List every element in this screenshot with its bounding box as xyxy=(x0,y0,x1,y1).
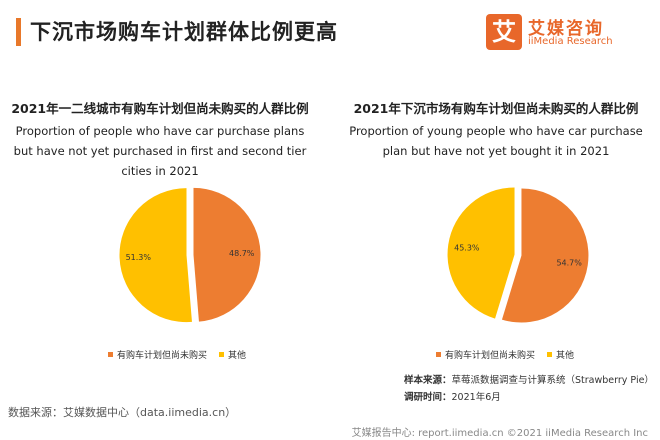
left-pie-slice-label-0: 48.7% xyxy=(229,249,255,258)
right-pie-chart: 54.7% 45.3% 有购车计划但尚未购买 其他 xyxy=(436,187,589,361)
right-pie-legend-label-0: 有购车计划但尚未购买 xyxy=(445,349,535,361)
right-chart-title-en: Proportion of young people who have car … xyxy=(349,124,643,158)
left-pie-legend-label-0: 有购车计划但尚未购买 xyxy=(117,349,207,361)
report-watermark: 艾媒报告中心: report.iimedia.cn ©2021 iiMedia … xyxy=(351,428,648,439)
right-chart-title-cn: 2021年下沉市场有购车计划但尚未购买的人群比例 xyxy=(353,101,639,116)
logo-mark: 艾 xyxy=(486,14,522,50)
left-pie-legend-swatch-1 xyxy=(219,352,224,357)
left-pie-slice-label-1: 51.3% xyxy=(126,253,152,262)
survey-info: 样本来源：草莓派数据调查与计算系统（Strawberry Pie） 调研时间：2… xyxy=(404,372,654,406)
survey-time-value: 2021年6月 xyxy=(451,392,501,403)
sample-source-value: 草莓派数据调查与计算系统（Strawberry Pie） xyxy=(451,375,654,386)
left-pie-slice-other xyxy=(119,188,192,323)
left-chart-title-en: Proportion of people who have car purcha… xyxy=(13,124,307,178)
right-pie-legend-swatch-0 xyxy=(436,352,441,357)
left-chart-title-cn: 2021年一二线城市有购车计划但尚未购买的人群比例 xyxy=(11,101,309,116)
title-accent-bar xyxy=(16,18,21,46)
sample-source-label: 样本来源： xyxy=(404,375,452,386)
page-title: 下沉市场购车计划群体比例更高 xyxy=(30,20,338,44)
brand-logo: 艾 艾媒咨询 iiMedia Research xyxy=(486,14,646,54)
right-chart-panel: 2021年下沉市场有购车计划但尚未购买的人群比例 Proportion of y… xyxy=(336,98,656,161)
left-pie-chart: 48.7% 51.3% 有购车计划但尚未购买 其他 xyxy=(108,187,261,361)
data-source-note: 数据来源：艾媒数据中心（data.iimedia.cn） xyxy=(8,406,237,419)
left-chart-panel: 2021年一二线城市有购车计划但尚未购买的人群比例 Proportion of … xyxy=(0,98,320,181)
left-pie-legend-label-1: 其他 xyxy=(228,349,246,361)
logo-name-cn: 艾媒咨询 xyxy=(528,19,604,39)
right-pie-slice-has-plan xyxy=(501,188,589,323)
right-pie-slice-label-0: 54.7% xyxy=(556,259,582,268)
left-pie-legend-swatch-0 xyxy=(108,352,113,357)
right-pie-legend-swatch-1 xyxy=(547,352,552,357)
survey-time-label: 调研时间： xyxy=(404,392,452,403)
logo-name-en: iiMedia Research xyxy=(528,36,613,47)
left-pie-slice-has-plan xyxy=(193,187,261,322)
right-pie-legend-label-1: 其他 xyxy=(556,349,574,361)
right-pie-slice-other xyxy=(447,187,515,319)
right-pie-slice-label-1: 45.3% xyxy=(454,243,480,252)
